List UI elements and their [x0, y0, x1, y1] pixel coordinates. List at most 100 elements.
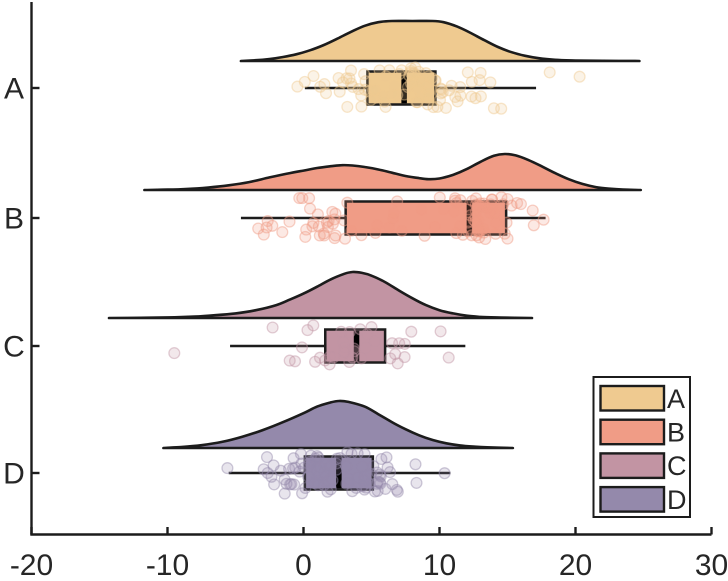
scatter-point: [337, 214, 351, 227]
legend-label-D: D: [667, 485, 687, 515]
scatter-point: [343, 326, 356, 339]
scatter-B: [252, 191, 550, 246]
scatter-point: [283, 215, 296, 228]
scatter-point: [393, 68, 406, 81]
scatter-point: [337, 345, 351, 358]
scatter-point: [421, 91, 434, 104]
legend-swatch-D: [599, 485, 666, 513]
scatter-point: [261, 466, 274, 480]
scatter-point: [345, 77, 358, 90]
group-B: [143, 152, 643, 246]
scatter-point: [289, 461, 302, 474]
scatter-point: [477, 222, 490, 235]
scatter-point: [473, 222, 486, 235]
scatter-point: [495, 102, 508, 115]
scatter-point: [451, 95, 464, 108]
scatter-point: [391, 357, 404, 370]
scatter-point: [448, 194, 462, 207]
scatter-point: [386, 337, 399, 350]
scatter-point: [389, 348, 402, 361]
density-cloud-D: [162, 399, 515, 450]
scatter-point: [471, 201, 484, 214]
x-tick-label: 20: [559, 549, 592, 581]
y-category-label: A: [4, 73, 24, 106]
scatter-point: [401, 81, 415, 94]
scatter-point: [326, 474, 339, 487]
scatter-point: [293, 465, 306, 478]
scatter-point: [298, 461, 311, 474]
scatter-point: [318, 479, 331, 492]
scatter-point: [487, 102, 500, 115]
scatter-point: [398, 351, 411, 364]
scatter-point: [303, 455, 316, 468]
scatter-point: [338, 346, 351, 359]
scatter-point: [477, 226, 490, 239]
scatter-point: [467, 213, 480, 227]
scatter-point: [464, 209, 477, 222]
scatter-point: [429, 74, 442, 87]
scatter-point: [276, 226, 289, 239]
scatter-point: [383, 64, 396, 77]
median-A: [401, 72, 407, 104]
scatter-point: [299, 230, 312, 243]
scatter-point: [473, 74, 486, 87]
scatter-point: [489, 216, 502, 229]
y-category-label: C: [3, 331, 25, 364]
scatter-point: [168, 347, 181, 360]
scatter-point: [398, 88, 411, 101]
scatter-point: [418, 229, 431, 242]
scatter-point: [350, 481, 363, 494]
scatter-point: [472, 224, 485, 237]
scatter-point: [387, 212, 400, 225]
scatter-point: [294, 447, 307, 461]
scatter-point: [403, 69, 416, 82]
scatter-point: [260, 451, 274, 464]
scatter-point: [391, 485, 404, 498]
scatter-point: [386, 88, 399, 101]
scatter-point: [283, 462, 296, 475]
scatter-point: [299, 481, 312, 495]
scatter-point: [341, 446, 354, 459]
median-C: [353, 330, 360, 362]
scatter-point: [283, 354, 296, 367]
scatter-point: [454, 194, 467, 207]
scatter-point: [408, 74, 421, 88]
scatter-point: [371, 466, 384, 479]
scatter-point: [358, 474, 371, 487]
scatter-point: [449, 192, 462, 205]
scatter-point: [346, 80, 359, 93]
scatter-point: [252, 222, 265, 235]
x-tick-label: 0: [295, 549, 312, 581]
scatter-point: [358, 447, 371, 461]
scatter-point: [380, 451, 393, 464]
scatter-point: [439, 101, 452, 114]
scatter-point: [436, 86, 449, 99]
scatter-point: [328, 213, 341, 226]
scatter-point: [324, 483, 337, 496]
scatter-point: [405, 325, 418, 338]
scatter-point: [257, 463, 270, 476]
scatter-point: [449, 90, 462, 104]
scatter-point: [428, 220, 442, 233]
scatter-point: [373, 468, 386, 481]
scatter-point: [287, 452, 300, 465]
y-category-label: B: [4, 203, 24, 236]
scatter-point: [361, 327, 374, 341]
scatter-point: [379, 100, 392, 113]
scatter-point: [319, 354, 332, 367]
scatter-point: [291, 80, 304, 93]
scatter-point: [341, 100, 354, 113]
group-A: [239, 19, 641, 115]
legend-swatch-C: [599, 452, 666, 480]
legend-label-A: A: [667, 384, 685, 414]
scatter-point: [409, 69, 422, 82]
scatter-point: [323, 461, 336, 474]
scatter-point: [371, 219, 384, 232]
scatter-point: [498, 227, 511, 240]
scatter-point: [393, 337, 406, 350]
scatter-point: [340, 459, 353, 472]
scatter-point: [486, 193, 499, 206]
scatter-point: [326, 205, 339, 218]
scatter-point: [438, 467, 451, 480]
